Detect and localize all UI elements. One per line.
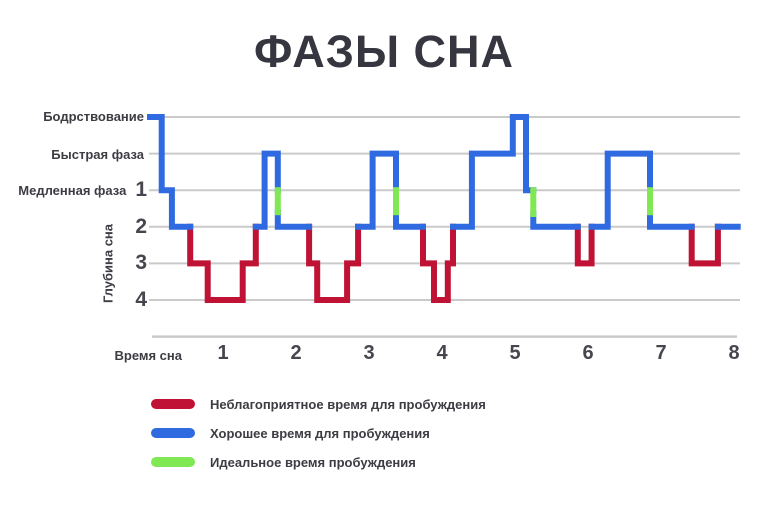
legend-item-good: Хорошее время для пробуждения bbox=[151, 425, 430, 441]
y-label-depth-1: 1 bbox=[135, 178, 147, 201]
sleep-line-segment-blue bbox=[355, 150, 399, 230]
sleep-line-segment-red bbox=[306, 223, 362, 303]
legend-swatch-green bbox=[151, 457, 195, 467]
y-label-rem-phase: Быстрая фаза bbox=[51, 147, 144, 162]
sleep-line-segment-blue bbox=[393, 209, 426, 230]
x-tick-5: 5 bbox=[509, 342, 521, 364]
y-label-slow-phase-text: Медленная фаза bbox=[18, 182, 127, 198]
y-label-slow-phase: Медленная фаза 1 bbox=[18, 177, 147, 203]
sleep-line-segment-blue bbox=[588, 150, 653, 230]
y-label-depth-3: 3 bbox=[135, 251, 147, 274]
legend-swatch-blue bbox=[151, 428, 195, 438]
x-tick-7: 7 bbox=[655, 342, 667, 364]
y-label-depth-2: 2 bbox=[135, 215, 147, 238]
sleep-line-segment-blue bbox=[274, 209, 313, 230]
legend-swatch-red bbox=[151, 399, 195, 409]
sleep-line-segment-red bbox=[688, 223, 721, 267]
y-axis-title: Глубина сна bbox=[100, 223, 116, 304]
legend-label-ideal: Идеальное время пробуждения bbox=[210, 454, 416, 470]
sleep-line-segment-red bbox=[420, 223, 456, 303]
x-tick-6: 6 bbox=[582, 342, 594, 364]
x-axis-title: Время сна bbox=[114, 348, 182, 363]
x-tick-3: 3 bbox=[363, 342, 375, 364]
legend-label-unfavorable: Неблагоприятное время для пробуждения bbox=[210, 396, 486, 412]
sleep-line-segment-blue bbox=[450, 114, 537, 230]
y-label-depth-4: 4 bbox=[135, 288, 147, 311]
legend-item-unfavorable: Неблагоприятное время для пробуждения bbox=[151, 396, 486, 412]
sleep-line-segment-red bbox=[187, 223, 259, 303]
sleep-line-segment-blue bbox=[647, 209, 695, 230]
legend-item-ideal: Идеальное время пробуждения bbox=[151, 454, 416, 470]
sleep-line-segment-blue bbox=[147, 114, 194, 230]
sleep-line-segment-blue bbox=[530, 211, 581, 230]
sleep-line-segment-red bbox=[574, 223, 595, 267]
legend-label-good: Хорошее время для пробуждения bbox=[210, 425, 430, 441]
x-tick-4: 4 bbox=[436, 342, 448, 364]
x-tick-8: 8 bbox=[728, 342, 740, 364]
x-tick-2: 2 bbox=[290, 342, 302, 364]
x-tick-1: 1 bbox=[217, 342, 229, 364]
sleep-line-segment-blue bbox=[252, 150, 281, 230]
y-label-wakefulness: Бодрствование bbox=[43, 109, 144, 124]
page-title: ФАЗЫ СНА bbox=[253, 26, 515, 77]
